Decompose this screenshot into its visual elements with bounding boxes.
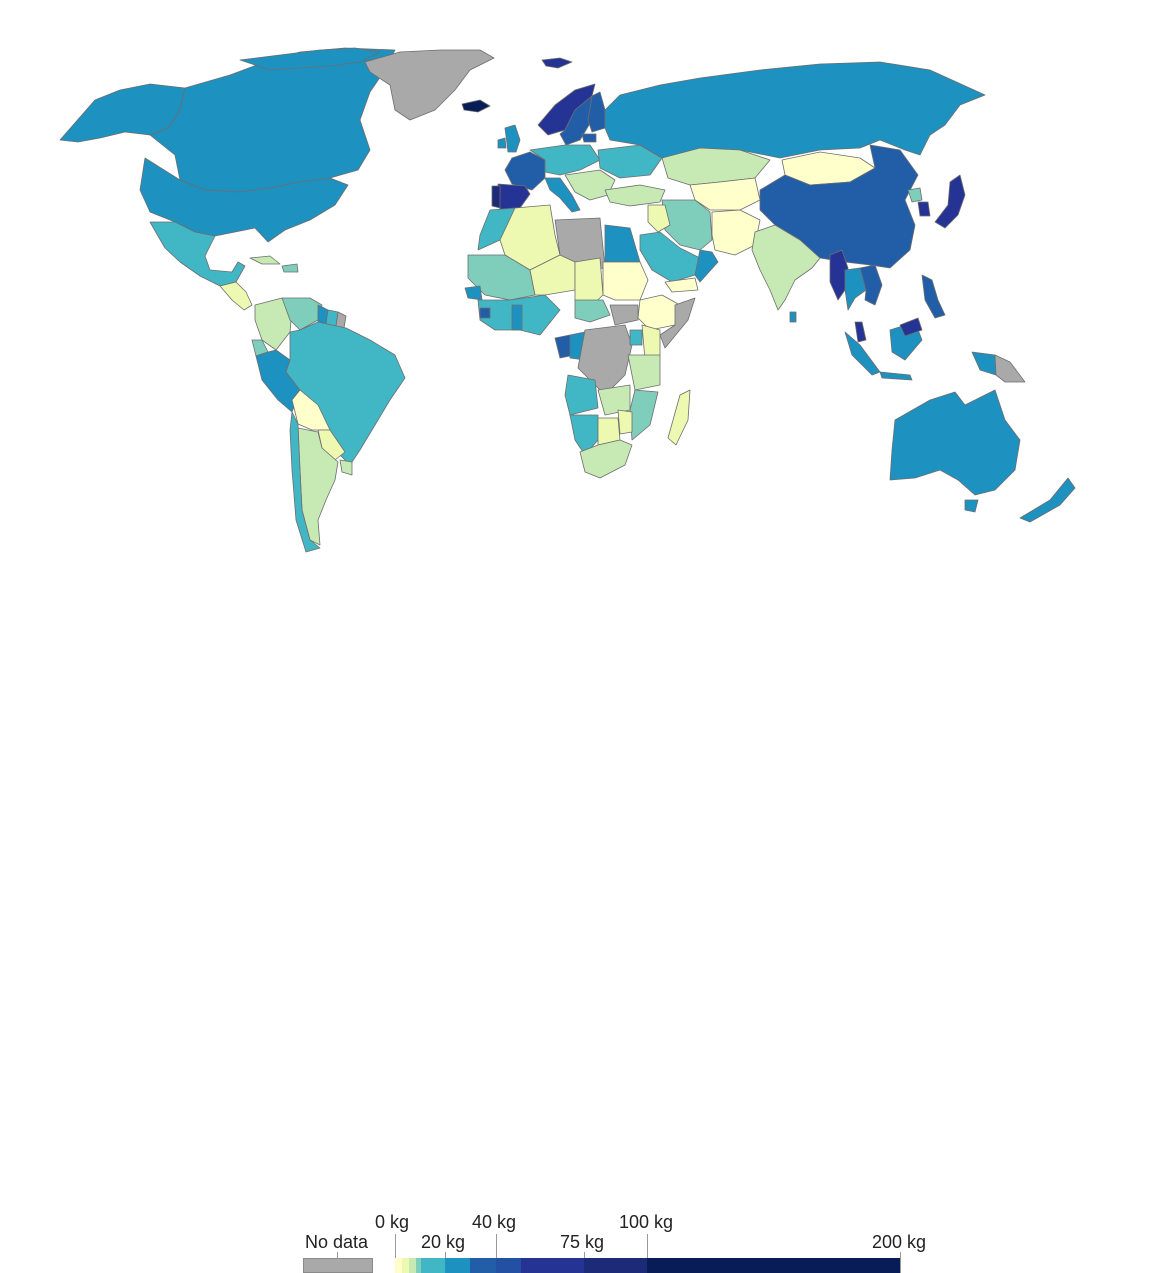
region-hispaniola[interactable] bbox=[281, 263, 299, 273]
region-papua-new-guinea[interactable] bbox=[994, 354, 1026, 383]
legend-label-100kg: 100 kg bbox=[619, 1212, 674, 1232]
region-ireland[interactable] bbox=[497, 137, 507, 149]
legend-bin-10-20 bbox=[421, 1258, 445, 1273]
region-new-guinea-west[interactable] bbox=[971, 351, 997, 376]
region-brazil[interactable] bbox=[285, 321, 406, 466]
region-north-korea[interactable] bbox=[907, 187, 923, 203]
region-uganda[interactable] bbox=[629, 329, 643, 346]
region-central-europe[interactable] bbox=[529, 144, 601, 176]
region-mexico[interactable] bbox=[149, 221, 246, 287]
region-uruguay[interactable] bbox=[339, 459, 353, 476]
region-afghanistan-pakistan[interactable] bbox=[711, 209, 761, 256]
region-iraq[interactable] bbox=[647, 204, 671, 233]
region-new-zealand[interactable] bbox=[1019, 477, 1076, 523]
region-philippines[interactable] bbox=[921, 274, 946, 319]
region-portugal[interactable] bbox=[491, 185, 501, 209]
region-ghana[interactable] bbox=[511, 304, 523, 331]
legend-label-20kg: 20 kg bbox=[421, 1232, 466, 1252]
legend-bin-100-200 bbox=[647, 1258, 900, 1273]
region-svalbard[interactable] bbox=[541, 57, 573, 69]
legend-no-data-label: No data bbox=[305, 1232, 369, 1252]
legend-label-200kg: 200 kg bbox=[872, 1232, 927, 1252]
region-yemen[interactable] bbox=[664, 277, 699, 293]
region-spain[interactable] bbox=[497, 183, 531, 211]
region-dr-congo[interactable] bbox=[577, 324, 633, 396]
legend-bin-0-2.5 bbox=[395, 1258, 402, 1273]
region-france[interactable] bbox=[504, 151, 546, 191]
region-ethiopia[interactable] bbox=[637, 294, 681, 331]
region-guinea[interactable] bbox=[479, 307, 491, 319]
region-mauritania-mali[interactable] bbox=[467, 254, 536, 301]
region-angola[interactable] bbox=[564, 374, 599, 416]
region-egypt[interactable] bbox=[604, 224, 641, 263]
region-senegal[interactable] bbox=[464, 285, 483, 301]
region-sri-lanka[interactable] bbox=[789, 311, 797, 323]
region-canada-islands[interactable] bbox=[239, 47, 381, 71]
region-madagascar[interactable] bbox=[667, 389, 691, 446]
region-central-african-rep[interactable] bbox=[574, 299, 611, 323]
region-malaysia[interactable] bbox=[854, 321, 867, 343]
region-india[interactable] bbox=[751, 224, 821, 311]
region-chile[interactable] bbox=[289, 411, 321, 553]
region-oman[interactable] bbox=[694, 249, 719, 283]
legend-tick-200kg bbox=[900, 1252, 901, 1273]
legend: No data 0 kg 20 kg 40 kg 75 kg 100 kg 20… bbox=[0, 600, 1152, 1273]
region-iran[interactable] bbox=[661, 199, 713, 251]
region-malaysia-borneo[interactable] bbox=[899, 317, 923, 337]
legend-bin-75-100 bbox=[584, 1258, 647, 1273]
legend-label-40kg: 40 kg bbox=[472, 1212, 517, 1232]
legend-label-75kg: 75 kg bbox=[560, 1232, 605, 1252]
region-japan[interactable] bbox=[934, 174, 966, 229]
legend-bin-2.5-5 bbox=[402, 1258, 409, 1273]
region-iceland[interactable] bbox=[461, 99, 491, 113]
legend-label-0kg: 0 kg bbox=[375, 1212, 410, 1232]
region-south-sudan[interactable] bbox=[609, 304, 639, 326]
region-uk[interactable] bbox=[504, 124, 521, 153]
region-tasmania[interactable] bbox=[964, 499, 979, 513]
region-zambia[interactable] bbox=[597, 384, 631, 416]
legend-bin-20-30 bbox=[445, 1258, 470, 1273]
region-south-africa[interactable] bbox=[579, 439, 633, 479]
region-mozambique[interactable] bbox=[629, 389, 659, 441]
region-greenland[interactable] bbox=[364, 49, 495, 121]
legend-bin-30-40 bbox=[470, 1258, 496, 1273]
region-zimbabwe[interactable] bbox=[617, 409, 633, 435]
region-south-korea[interactable] bbox=[917, 201, 931, 217]
region-turkey[interactable] bbox=[604, 184, 666, 207]
legend-no-data-swatch bbox=[303, 1258, 373, 1273]
region-somalia[interactable] bbox=[659, 297, 696, 349]
region-sumatra[interactable] bbox=[844, 331, 881, 376]
region-russia[interactable] bbox=[604, 61, 986, 161]
legend-bin-50-75 bbox=[521, 1258, 584, 1273]
legend-bin-40-50 bbox=[496, 1258, 521, 1273]
region-sudan[interactable] bbox=[602, 261, 649, 301]
world-map bbox=[59, 47, 1076, 553]
region-central-america[interactable] bbox=[219, 281, 253, 311]
region-cuba[interactable] bbox=[249, 255, 281, 265]
region-lithuania[interactable] bbox=[581, 133, 597, 143]
region-java[interactable] bbox=[879, 371, 913, 381]
legend-bin-5-7.5 bbox=[409, 1258, 416, 1273]
region-vietnam-cambodia[interactable] bbox=[859, 264, 883, 306]
region-tanzania[interactable] bbox=[627, 354, 661, 391]
region-australia[interactable] bbox=[889, 389, 1021, 496]
region-italy[interactable] bbox=[544, 177, 581, 213]
region-french-guiana[interactable] bbox=[335, 311, 347, 329]
